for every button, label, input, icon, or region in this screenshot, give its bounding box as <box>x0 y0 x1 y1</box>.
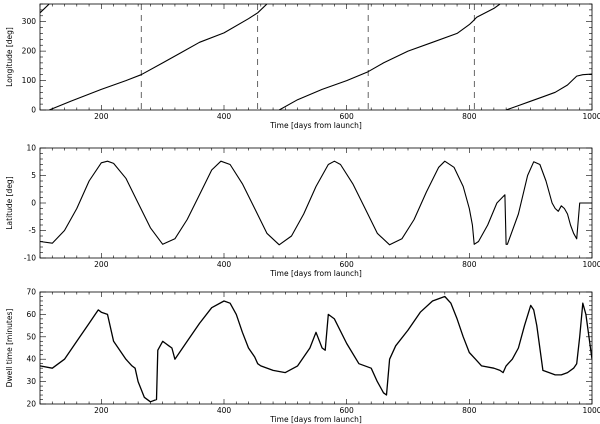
x-tick-label: 200 <box>94 260 109 269</box>
y-axis-label: Latitude [deg] <box>5 176 14 229</box>
x-tick-label: 1000 <box>582 260 600 269</box>
series-line <box>40 160 592 246</box>
y-tick-label: 10 <box>26 144 36 153</box>
x-tick-label: 800 <box>462 406 477 415</box>
x-tick-label: 400 <box>217 406 232 415</box>
series-line <box>48 4 268 110</box>
x-tick-label: 1000 <box>582 112 600 121</box>
x-tick-label: 800 <box>462 260 477 269</box>
y-tick-label: 30 <box>26 377 36 386</box>
y-tick-label: 50 <box>26 332 36 341</box>
x-axis-label: Time [days from launch] <box>269 269 362 278</box>
y-axis-label: Dwell time [minutes] <box>5 309 14 388</box>
x-tick-label: 600 <box>340 406 355 415</box>
y-tick-label: -5 <box>29 226 37 235</box>
y-tick-label: 20 <box>26 400 36 409</box>
y-tick-label: 0 <box>31 106 36 115</box>
panel-3: 200 400 600 800 1000 20 30 40 50 60 70 Time [days f… <box>5 288 600 424</box>
y-tick-label: 40 <box>26 355 36 364</box>
plot-frame <box>39 3 593 111</box>
x-tick-label: 600 <box>340 260 355 269</box>
y-tick-label: 300 <box>22 17 37 26</box>
panel-2: 200 400 600 800 1000 -10 -5 0 5 10 Time [days from… <box>5 144 600 279</box>
x-tick-label: 600 <box>340 112 355 121</box>
y-tick-label: 70 <box>26 288 36 297</box>
series-line <box>40 4 50 14</box>
x-tick-label: 200 <box>94 112 109 121</box>
x-tick-label: 400 <box>217 112 232 121</box>
plot-frame <box>39 291 593 405</box>
y-tick-label: 200 <box>22 47 37 56</box>
y-tick-label: -10 <box>24 254 36 263</box>
panel-1: 200 400 600 800 1000 0 100 200 300 Time [days fro… <box>5 3 600 130</box>
y-axis-label: Longitude [deg] <box>5 27 14 87</box>
x-tick-label: 800 <box>462 112 477 121</box>
series-line <box>278 4 501 110</box>
y-tick-label: 5 <box>31 171 36 180</box>
x-tick-label: 1000 <box>582 406 600 415</box>
x-axis-label: Time [days from launch] <box>269 121 362 130</box>
plot-frame <box>39 147 593 259</box>
x-tick-label: 400 <box>217 260 232 269</box>
y-tick-label: 100 <box>22 76 37 85</box>
x-axis-label: Time [days from launch] <box>269 415 362 424</box>
series-line <box>40 295 592 403</box>
y-tick-label: 60 <box>26 310 36 319</box>
series-line <box>505 73 592 110</box>
x-tick-label: 200 <box>94 406 109 415</box>
y-tick-label: 0 <box>31 199 36 208</box>
